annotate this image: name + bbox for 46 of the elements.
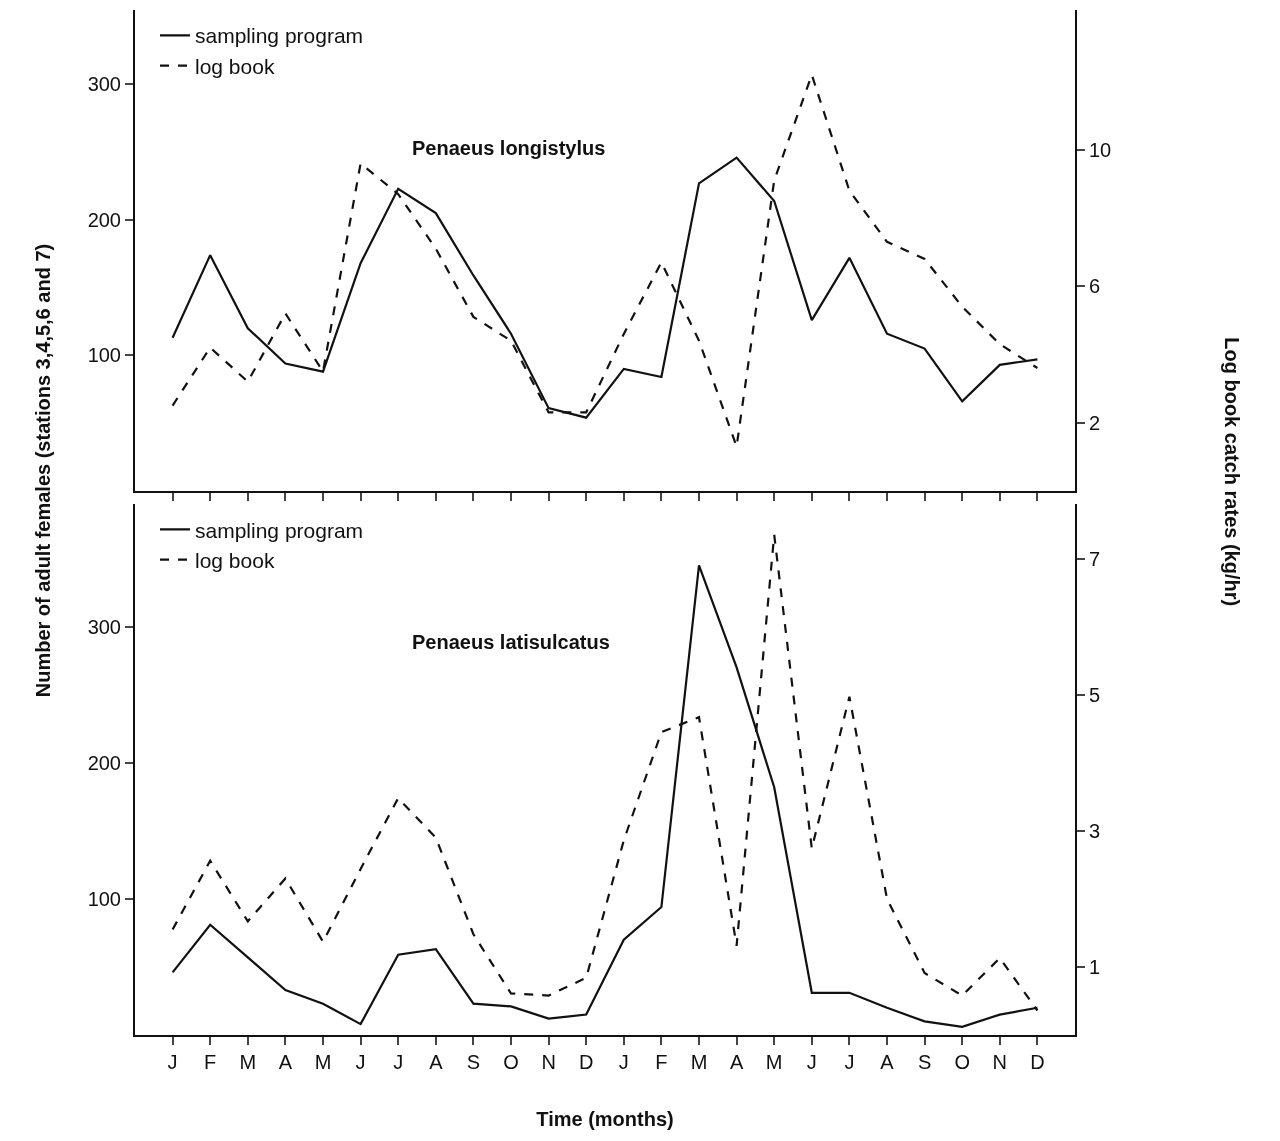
y-tick-label: 200 [87, 751, 121, 774]
y2-tick-label: 1 [1089, 955, 1101, 978]
legend-label: log book [195, 54, 275, 78]
x-tick-label: N [992, 1051, 1008, 1073]
y-tick-label: 200 [87, 208, 121, 231]
y2-tick-label: 3 [1089, 819, 1101, 842]
y2-tick-label: 10 [1089, 138, 1112, 161]
annotation: Penaeus latisulcatus [412, 631, 610, 653]
x-tick-label: J [393, 1051, 404, 1073]
x-tick-label: A [729, 1051, 744, 1073]
x-tick-label: F [204, 1051, 217, 1073]
y2-tick-label: 7 [1089, 547, 1101, 570]
x-tick-label: O [954, 1051, 970, 1073]
legend-label: sampling program [195, 24, 364, 48]
annotation: Penaeus longistylus [412, 137, 606, 159]
y-tick-label: 100 [87, 887, 121, 910]
legend-label: log book [195, 548, 275, 572]
x-tick-label: J [806, 1051, 817, 1073]
legend-label: sampling program [195, 518, 364, 542]
x-tick-label: A [880, 1051, 895, 1073]
y2-tick-label: 5 [1089, 683, 1101, 706]
x-tick-label: N [541, 1051, 556, 1073]
y-tick-label: 100 [87, 344, 121, 367]
x-tick-label: D [1030, 1051, 1045, 1073]
x-tick-label: J [355, 1051, 366, 1073]
x-tick-label: M [690, 1051, 708, 1073]
x-tick-label: M [239, 1051, 257, 1073]
y2-axis-title: Log book catch rates (kg/hr) [1221, 337, 1244, 607]
x-tick-label: A [429, 1051, 444, 1073]
x-tick-label: A [278, 1051, 293, 1073]
x-tick-label: J [618, 1051, 629, 1073]
y-tick-label: 300 [87, 615, 121, 638]
x-tick-label: M [314, 1051, 332, 1073]
x-tick-label: O [503, 1051, 519, 1073]
y-axis-title: Number of adult females (stations 3,4,5,6 and 7) [31, 243, 54, 698]
y2-tick-label: 2 [1089, 411, 1101, 434]
x-axis-title: Time (months) [536, 1108, 674, 1130]
x-tick-label: J [167, 1051, 178, 1073]
x-tick-label: J [844, 1051, 855, 1073]
x-tick-label: M [765, 1051, 783, 1073]
x-tick-label: S [466, 1051, 481, 1073]
y-tick-label: 300 [87, 73, 121, 96]
x-tick-label: S [917, 1051, 932, 1073]
y2-tick-label: 6 [1089, 275, 1101, 298]
x-tick-label: F [655, 1051, 668, 1073]
x-tick-label: D [578, 1051, 594, 1073]
